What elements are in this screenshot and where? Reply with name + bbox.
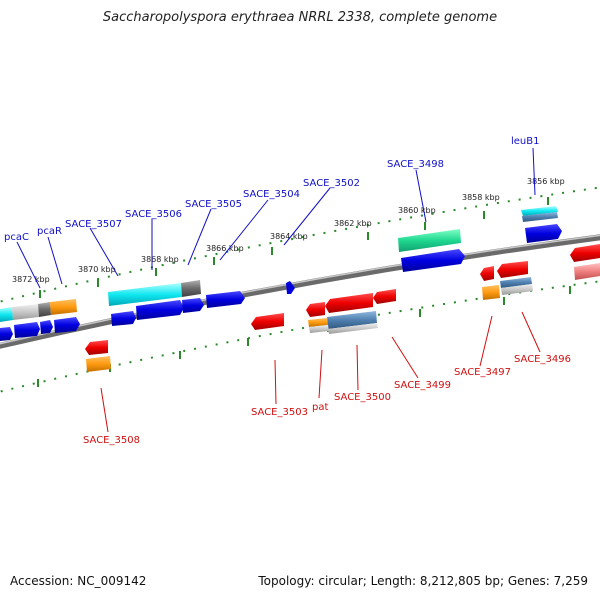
gene-label-leuB1[interactable]: leuB1 bbox=[511, 136, 540, 147]
feature-sace-3497-block[interactable] bbox=[480, 261, 533, 300]
gene-label-pcaR[interactable]: pcaR bbox=[37, 226, 62, 237]
feature-sace-3499-block[interactable] bbox=[306, 289, 396, 317]
gene-label-sace-3499[interactable]: SACE_3499 bbox=[394, 380, 451, 391]
topology-text: Topology: circular; Length: 8,212,805 bp… bbox=[258, 574, 588, 588]
feature-sace-3496-block[interactable] bbox=[570, 244, 600, 280]
gene-label-sace-3504[interactable]: SACE_3504 bbox=[243, 189, 300, 200]
feature-sace-3498[interactable] bbox=[398, 229, 465, 272]
scale-label: 3858 kbp bbox=[462, 193, 500, 202]
scale-label: 3866 kbp bbox=[206, 244, 244, 253]
feature-small-forward-arrow[interactable] bbox=[286, 281, 295, 294]
leader-lines-bottom bbox=[100, 311, 541, 433]
gene-label-sace-3497[interactable]: SACE_3497 bbox=[454, 367, 511, 378]
feature-sace-3500-block[interactable] bbox=[308, 311, 378, 334]
gene-label-sace-3506[interactable]: SACE_3506 bbox=[125, 209, 182, 220]
scale-label: 3870 kbp bbox=[78, 265, 116, 274]
feature-pcaC-pcaR-block[interactable] bbox=[0, 299, 80, 341]
gene-label-sace-3496[interactable]: SACE_3496 bbox=[514, 354, 571, 365]
feature-sace-3506-block[interactable] bbox=[108, 280, 245, 326]
outer-tick-ring bbox=[0, 186, 600, 303]
gene-label-sace-3505[interactable]: SACE_3505 bbox=[185, 199, 242, 210]
gene-label-pat[interactable]: pat bbox=[312, 402, 328, 413]
leader-lines-top bbox=[16, 147, 536, 289]
scale-label: 3864 kbp bbox=[270, 232, 308, 241]
gene-label-sace-3502[interactable]: SACE_3502 bbox=[303, 178, 360, 189]
gene-label-sace-3503[interactable]: SACE_3503 bbox=[251, 407, 308, 418]
accession-text: Accession: NC_009142 bbox=[10, 574, 147, 588]
gene-label-sace-3507[interactable]: SACE_3507 bbox=[65, 219, 122, 230]
scale-label: 3862 kbp bbox=[334, 219, 372, 228]
feature-sace-3508-block[interactable] bbox=[85, 340, 111, 372]
gene-label-pcaC[interactable]: pcaC bbox=[4, 232, 29, 243]
map-title: Saccharopolyspora erythraea NRRL 2338, c… bbox=[102, 10, 498, 25]
scale-label: 3856 kbp bbox=[527, 177, 565, 186]
feature-sace-3503[interactable] bbox=[251, 313, 284, 330]
feature-leuB1-block[interactable] bbox=[521, 206, 562, 243]
gene-label-sace-3498[interactable]: SACE_3498 bbox=[387, 159, 444, 170]
gene-label-sace-3508[interactable]: SACE_3508 bbox=[83, 435, 140, 446]
gene-label-sace-3500[interactable]: SACE_3500 bbox=[334, 392, 391, 403]
scale-label: 3872 kbp bbox=[12, 275, 50, 284]
scale-label: 3868 kbp bbox=[141, 255, 179, 264]
scale-label: 3860 kbp bbox=[398, 206, 436, 215]
